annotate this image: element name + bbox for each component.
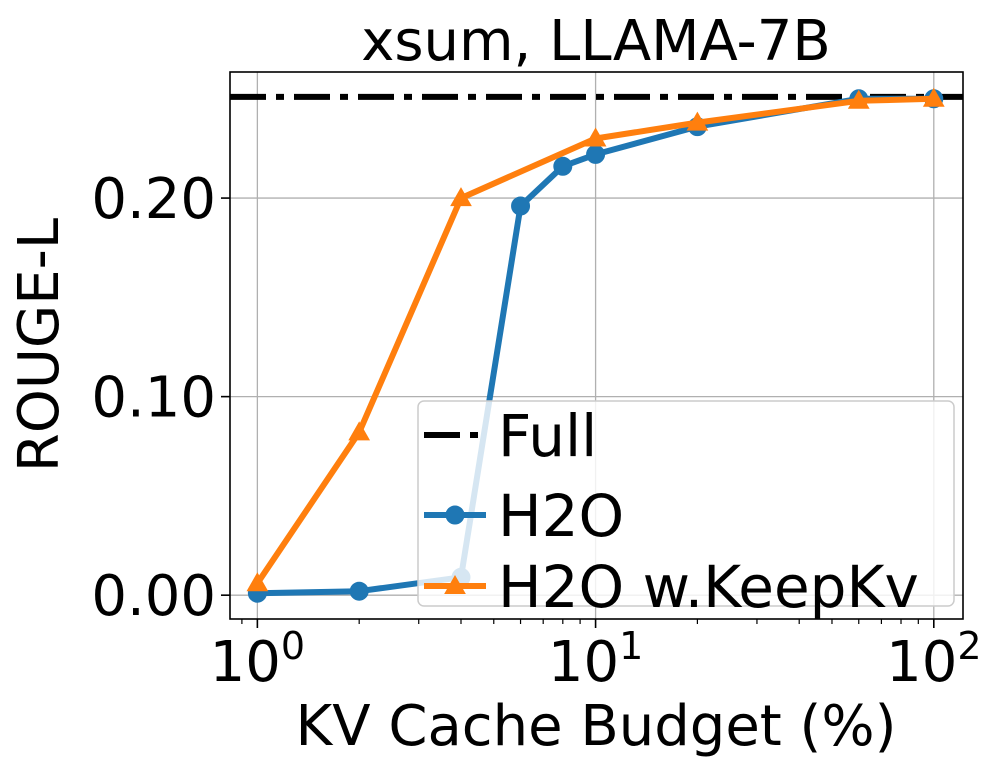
x-tick-base: 10 [210, 630, 281, 695]
data-point-1 [586, 144, 606, 164]
x-tick-base: 10 [886, 630, 957, 695]
legend-label-2: H2O w.KeepKv [498, 553, 919, 621]
data-point-1 [511, 196, 531, 216]
y-tick-label: 0.10 [91, 366, 216, 431]
data-point-1 [349, 581, 369, 601]
x-tick-label: 102 [886, 624, 981, 695]
x-tick-exponent: 0 [281, 624, 305, 668]
legend-box [417, 400, 955, 607]
x-tick-exponent: 1 [619, 624, 643, 668]
x-tick-label: 101 [548, 624, 643, 695]
chart-title: xsum, LLAMA-7B [361, 9, 831, 74]
x-tick-base: 10 [548, 630, 619, 695]
legend-label-0: Full [498, 402, 597, 470]
data-point-1 [553, 156, 573, 176]
y-axis-label: ROUGE-L [7, 218, 72, 472]
data-point-2 [246, 572, 269, 592]
data-point-2 [348, 421, 371, 441]
y-tick-label: 0.20 [91, 167, 216, 232]
plot-frame [229, 71, 964, 620]
data-point-2 [922, 87, 945, 107]
data-point-2 [847, 89, 870, 109]
legend-marker-2 [444, 574, 466, 594]
data-point-2 [686, 111, 709, 131]
data-point-2 [450, 187, 472, 207]
x-axis-label: KV Cache Budget (%) [296, 694, 897, 759]
legend-label-1: H2O [498, 482, 624, 550]
legend-marker-1 [445, 505, 465, 525]
x-tick-exponent: 2 [957, 624, 981, 668]
data-point-2 [584, 127, 607, 147]
y-tick-label: 0.00 [91, 564, 216, 629]
x-tick-label: 100 [210, 624, 305, 695]
